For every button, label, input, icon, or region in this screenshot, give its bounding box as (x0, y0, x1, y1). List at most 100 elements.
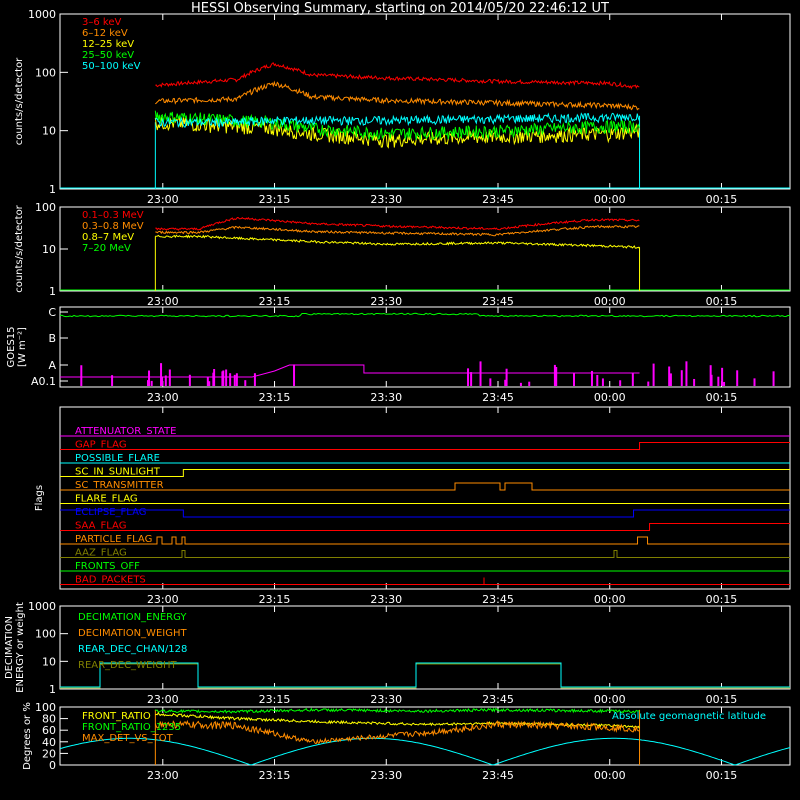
x-tick-label: 23:30 (370, 693, 402, 706)
x-tick-label: 23:15 (259, 593, 291, 606)
y-axis-label: counts/s/detector (14, 204, 25, 292)
page-title: HESSI Observing Summary, starting on 201… (191, 1, 609, 16)
legend-entry-1-0: 0.1–0.3 MeV (82, 210, 144, 221)
x-tick-label: 23:45 (482, 769, 514, 782)
x-tick-label: 00:15 (706, 193, 738, 206)
flag-label-7: SAA_FLAG (75, 521, 126, 532)
x-tick-label: 23:30 (370, 391, 402, 404)
flag-line-6 (60, 509, 790, 518)
flag-label-2: POSSIBLE_FLARE (75, 453, 160, 464)
x-tick-label: 23:30 (370, 295, 402, 308)
x-tick-label: 23:00 (147, 193, 179, 206)
geomagnetic-latitude-line (59, 737, 791, 766)
x-tick-label: 23:00 (147, 391, 179, 404)
legend-entry-0-0: 3–6 keV (82, 17, 121, 28)
y-axis-label: Degrees or % (22, 702, 33, 770)
legend-entry-4-1: DECIMATION_WEIGHT (78, 628, 187, 639)
legend-entry-0-2: 12–25 keV (82, 39, 134, 50)
front-ratio-line (155, 711, 640, 729)
series-line-1 (155, 224, 640, 237)
flag-label-6: ECLIPSE_FLAG (75, 507, 146, 518)
y-axis-label: DECIMATION (4, 616, 15, 679)
flag-label-10: FRONTS_OFF (75, 561, 140, 572)
y-tick-label: 1 (49, 285, 56, 298)
y-tick-label: 20 (42, 747, 56, 760)
y-tick-label: 1 (49, 683, 56, 696)
x-tick-label: 23:00 (147, 693, 179, 706)
y-tick-label: B (48, 332, 56, 345)
y-axis-label-2: [W m⁻²] (17, 327, 28, 367)
y-tick-label: 0 (49, 759, 56, 772)
series-line-1 (155, 80, 640, 111)
y-tick-label: 1000 (28, 8, 56, 21)
x-tick-label: 00:15 (706, 693, 738, 706)
flag-label-5: FLARE_FLAG (75, 494, 138, 505)
y-tick-label: 10 (42, 655, 56, 668)
x-tick-label: 23:45 (482, 693, 514, 706)
flag-label-9: AAZ_FLAG (75, 548, 127, 559)
x-tick-label: 00:00 (594, 193, 626, 206)
flag-line-3 (60, 469, 790, 477)
y-tick-label: C (48, 306, 56, 319)
legend-entry-4-3: REAR_DEC_WEIGHT (78, 660, 177, 671)
panel-frame-4 (59, 605, 791, 690)
x-tick-label: 23:15 (259, 391, 291, 404)
flag-line-8 (60, 536, 790, 545)
flag-line-11 (60, 577, 790, 585)
flag-line-9 (60, 550, 790, 558)
flag-label-8: PARTICLE_FLAG (75, 534, 152, 545)
y-tick-label: 100 (35, 628, 56, 641)
series-line-2 (155, 234, 640, 249)
x-tick-label: 23:30 (370, 769, 402, 782)
legend-entry-5-2: MAX_DET_VS_TOT (82, 733, 174, 744)
flag-label-11: BAD_PACKETS (75, 575, 146, 586)
panel-frame-3 (59, 406, 791, 590)
x-tick-label: 23:15 (259, 295, 291, 308)
panel-frame-0 (59, 13, 791, 190)
x-tick-label: 23:45 (482, 193, 514, 206)
x-tick-label: 00:15 (706, 295, 738, 308)
x-tick-label: 23:30 (370, 593, 402, 606)
x-tick-label: 23:00 (147, 295, 179, 308)
y-tick-label: 100 (35, 201, 56, 214)
x-tick-label: 00:00 (594, 295, 626, 308)
y-tick-label: 10 (42, 125, 56, 138)
x-tick-label: 23:00 (147, 769, 179, 782)
goes-short-line (60, 364, 640, 378)
flag-label-4: SC_TRANSMITTER (75, 480, 164, 491)
y-tick-label: A (48, 359, 56, 372)
y-tick-label: 40 (42, 736, 56, 749)
x-tick-label: 23:00 (147, 593, 179, 606)
x-tick-label: 23:45 (482, 391, 514, 404)
legend-entry-0-4: 50–100 keV (82, 61, 141, 72)
legend-entry-0-3: 25–50 keV (82, 50, 134, 61)
flag-label-3: SC_IN_SUNLIGHT (75, 467, 161, 478)
x-tick-label: 00:15 (706, 593, 738, 606)
x-tick-label: 23:15 (259, 693, 291, 706)
flag-line-4 (60, 482, 790, 491)
x-tick-label: 00:00 (594, 391, 626, 404)
series-line-4 (154, 112, 640, 129)
series-line-3 (154, 110, 640, 142)
x-tick-label: 23:15 (259, 769, 291, 782)
y-axis-label: counts/s/detector (14, 57, 25, 145)
y-tick-label: 1000 (28, 600, 56, 613)
x-tick-label: 23:30 (370, 193, 402, 206)
legend-entry-1-1: 0.3–0.8 MeV (82, 221, 144, 232)
panel-frame-2 (59, 306, 791, 388)
series-line-0 (155, 62, 640, 90)
legend-entry-4-0: DECIMATION_ENERGY (78, 612, 187, 623)
x-tick-label: 00:15 (706, 769, 738, 782)
flag-line-7 (60, 523, 790, 531)
max-det-line (154, 719, 640, 745)
y-tick-label: 10 (42, 243, 56, 256)
x-tick-label: 23:45 (482, 295, 514, 308)
x-tick-label: 23:15 (259, 193, 291, 206)
front-ratio-1235-line (155, 707, 640, 714)
rear-dec-chan-line (60, 662, 790, 688)
x-tick-label: 00:00 (594, 693, 626, 706)
legend-entry-5-0: FRONT_RATIO (82, 711, 151, 722)
y-tick-label: 100 (35, 701, 56, 714)
x-tick-label: 00:00 (594, 593, 626, 606)
